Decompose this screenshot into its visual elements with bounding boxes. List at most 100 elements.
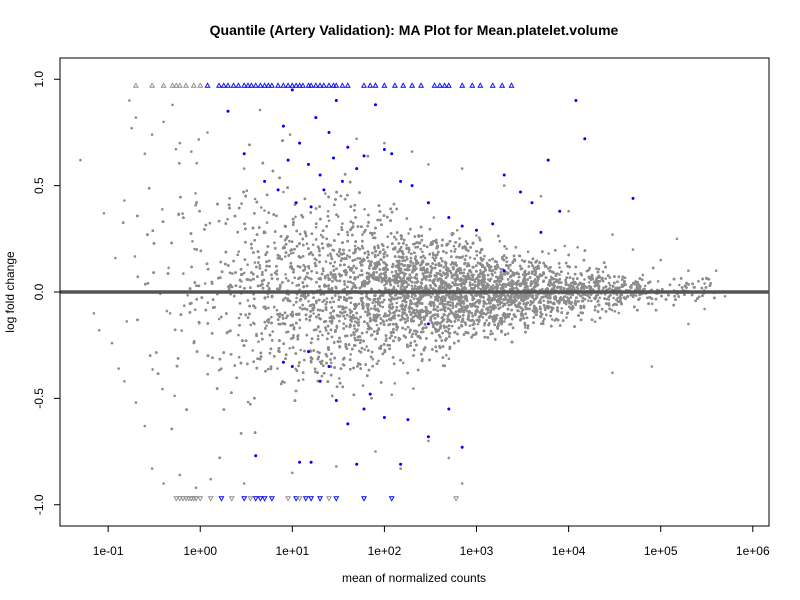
data-point [386, 235, 390, 238]
data-point [390, 270, 394, 274]
data-point [421, 250, 424, 254]
data-point [253, 197, 257, 201]
data-point [608, 287, 612, 290]
data-point [524, 305, 527, 309]
data-point [411, 332, 415, 336]
data-point [321, 333, 324, 337]
data-point [367, 259, 370, 263]
data-point [483, 254, 486, 258]
data-point [343, 317, 347, 320]
data-point [353, 258, 357, 262]
data-point [180, 329, 183, 332]
data-point [168, 312, 172, 315]
data-point [291, 281, 294, 285]
data-point [617, 311, 621, 315]
data-point [206, 301, 210, 305]
data-point [381, 305, 385, 309]
data-point [442, 266, 446, 269]
data-point [257, 340, 260, 344]
data-point [246, 299, 250, 302]
data-point [468, 281, 472, 284]
data-point [607, 281, 611, 285]
data-point [253, 261, 257, 264]
data-point [401, 361, 405, 365]
data-point [151, 368, 154, 371]
data-point [526, 287, 530, 291]
data-point [458, 237, 461, 240]
data-point [405, 255, 408, 259]
data-point [335, 253, 339, 256]
data-point [413, 281, 417, 284]
data-point [173, 394, 176, 398]
data-point [425, 278, 428, 282]
data-point [325, 300, 329, 304]
data-point [593, 320, 597, 324]
data-point [463, 268, 466, 271]
data-point [408, 331, 411, 334]
data-point [284, 316, 288, 320]
data-point [203, 282, 207, 285]
data-point [479, 269, 482, 272]
data-point [583, 278, 586, 281]
data-point [402, 285, 406, 289]
data-point [341, 222, 344, 225]
data-point [491, 284, 495, 287]
data-point [547, 267, 550, 270]
data-point [529, 284, 532, 288]
data-point [526, 250, 530, 254]
data-point [697, 279, 700, 283]
data-point [431, 256, 435, 259]
data-point [265, 324, 268, 328]
data-point [506, 332, 510, 335]
data-point [445, 353, 448, 357]
data-point [454, 247, 457, 251]
data-point [499, 267, 502, 271]
data-point [266, 295, 270, 299]
data-point [386, 245, 389, 249]
data-point [338, 319, 341, 323]
data-point [489, 332, 492, 336]
data-point [302, 263, 305, 267]
data-point [182, 272, 185, 275]
data-point [292, 334, 295, 337]
data-point [318, 249, 321, 253]
data-point [252, 321, 255, 325]
data-point [449, 308, 452, 311]
data-point [607, 298, 611, 301]
data-point [409, 256, 413, 260]
data-point [276, 367, 279, 370]
data-point [288, 239, 291, 243]
data-point [267, 306, 270, 310]
data-point [346, 280, 350, 284]
data-point [455, 229, 459, 232]
data-point [193, 247, 196, 251]
data-point [464, 240, 468, 243]
data-point [434, 256, 438, 259]
data-point [587, 299, 590, 303]
data-point [333, 260, 337, 264]
data-point [407, 232, 410, 235]
data-point [550, 318, 554, 321]
data-point [398, 309, 401, 313]
data-point [327, 219, 331, 223]
data-point [174, 147, 178, 151]
data-point [165, 309, 169, 313]
data-point [507, 266, 510, 270]
data-point [284, 273, 287, 276]
data-point [161, 208, 164, 211]
data-point [240, 202, 243, 205]
data-point [298, 306, 302, 309]
data-point [284, 255, 287, 258]
data-point [361, 384, 365, 387]
data-point [325, 297, 329, 300]
data-point [563, 244, 567, 248]
data-point [270, 315, 273, 319]
data-point [475, 254, 479, 257]
data-point [231, 272, 234, 275]
data-point [183, 304, 186, 308]
data-point [544, 308, 547, 312]
data-point [643, 284, 647, 288]
data-point [387, 309, 391, 313]
data-point [396, 284, 400, 288]
data-point [523, 326, 527, 329]
